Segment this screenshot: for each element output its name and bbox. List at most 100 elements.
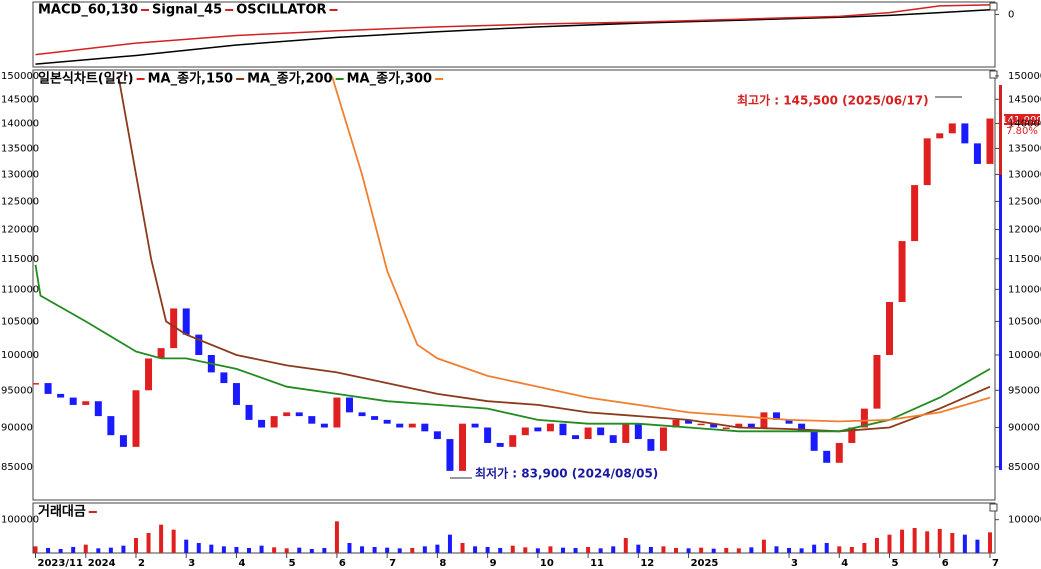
- macd-line: [35, 4, 991, 56]
- candle: [119, 435, 127, 447]
- volume-bar: [309, 549, 314, 553]
- volume-bar: [661, 546, 666, 553]
- x-tick-label: 8: [439, 558, 446, 569]
- volume-bar: [83, 544, 88, 553]
- volume-bar: [234, 547, 239, 553]
- volume-bar: [623, 538, 628, 553]
- volume-bar: [334, 521, 339, 553]
- candle: [886, 302, 894, 355]
- candle: [94, 401, 102, 417]
- candle: [873, 354, 881, 409]
- y-tick-label: 90000: [1008, 422, 1040, 433]
- volume-bar: [749, 547, 754, 553]
- volume-bar: [724, 548, 729, 553]
- x-tick-label: 6: [339, 558, 346, 569]
- macd-panel: [32, 1, 996, 68]
- volume-bar: [33, 546, 38, 553]
- candle: [634, 423, 642, 440]
- volume-bar: [975, 539, 980, 553]
- volume-bar: [322, 548, 327, 553]
- candle: [534, 427, 542, 432]
- candle: [283, 412, 291, 417]
- candle: [823, 450, 831, 463]
- candle: [973, 143, 981, 164]
- candle: [320, 423, 328, 428]
- candle: [496, 442, 504, 447]
- candle: [597, 427, 605, 436]
- volume-bar: [272, 547, 277, 553]
- candle: [345, 397, 353, 413]
- panel-button[interactable]: [989, 2, 998, 11]
- volume-bar: [96, 548, 101, 553]
- volume-bar: [473, 546, 478, 553]
- volume-bar: [385, 547, 390, 553]
- macd-plot: [35, 4, 991, 65]
- candle: [659, 427, 667, 451]
- volume-bar: [435, 544, 440, 553]
- candle: [232, 383, 240, 405]
- legend-label: OSCILLATOR: [236, 3, 326, 18]
- volume-bar: [146, 533, 151, 553]
- candle: [107, 416, 115, 436]
- x-tick-label: 12: [640, 558, 654, 569]
- legend-label: MA_종가,200: [247, 72, 333, 87]
- candle: [371, 416, 379, 420]
- volume-bar: [410, 548, 415, 553]
- candle: [647, 439, 655, 451]
- volume-bar: [196, 543, 201, 553]
- y-tick-label: 90000: [1, 422, 33, 433]
- y-tick-label: 100000: [1008, 350, 1041, 361]
- y-tick-label: 0: [1008, 9, 1014, 20]
- y-tick-label: 150000: [1, 71, 39, 82]
- volume-bar: [108, 547, 113, 553]
- y-tick-label: 125000: [1008, 196, 1041, 207]
- volume-bar: [874, 538, 879, 553]
- change-label: 7.80%: [1006, 126, 1038, 137]
- candle: [948, 123, 956, 134]
- volume-bar: [711, 548, 716, 553]
- y-tick-label: 125000: [1, 196, 39, 207]
- range-bar-down: [999, 175, 1002, 470]
- x-tick-label: 5: [892, 558, 899, 569]
- y-tick-label: 115000: [1, 254, 39, 265]
- volume-bar: [824, 543, 829, 553]
- volume-bar: [259, 545, 264, 553]
- volume-bar: [548, 546, 553, 553]
- candle: [308, 416, 316, 424]
- panel-button[interactable]: [989, 70, 998, 79]
- x-tick-label: 2024: [88, 558, 116, 569]
- legend-label: MA_종가,300: [347, 72, 433, 87]
- volume-bar: [284, 548, 289, 553]
- x-tick-label: 2023/11: [38, 558, 83, 569]
- y-tick-label: 145000: [1008, 94, 1041, 105]
- low-annotation: 최저가 : 83,900 (2024/08/05): [475, 466, 658, 481]
- candle: [848, 427, 856, 443]
- volume-bar: [849, 547, 854, 553]
- candle: [672, 419, 680, 428]
- volume-plot: [33, 521, 992, 553]
- volume-bar: [887, 534, 892, 553]
- candle: [509, 435, 517, 447]
- panel-button[interactable]: [989, 503, 998, 512]
- candle: [685, 419, 693, 424]
- volume-bar: [636, 544, 641, 553]
- last-price: 141,000: [1001, 115, 1041, 126]
- y-tick-label: 135000: [1008, 143, 1041, 154]
- y-tick-label: 105000: [1, 316, 39, 327]
- macd-line: [35, 8, 991, 65]
- y-tick-label: 145000: [1, 94, 39, 105]
- candle: [760, 412, 768, 428]
- volume-bar: [736, 548, 741, 553]
- range-bar-up: [999, 85, 1002, 175]
- volume-bar: [397, 548, 402, 553]
- x-tick-label: 7: [992, 558, 999, 569]
- candle: [735, 423, 743, 428]
- y-tick-label: 100000: [1, 515, 39, 526]
- y-tick-label: 115000: [1008, 254, 1041, 265]
- y-tick-label: 100000: [1008, 515, 1041, 526]
- candle: [220, 372, 228, 384]
- x-tick-label: 11: [590, 558, 604, 569]
- candle: [546, 423, 554, 432]
- volume-bar: [171, 529, 176, 553]
- volume-bar: [611, 546, 616, 553]
